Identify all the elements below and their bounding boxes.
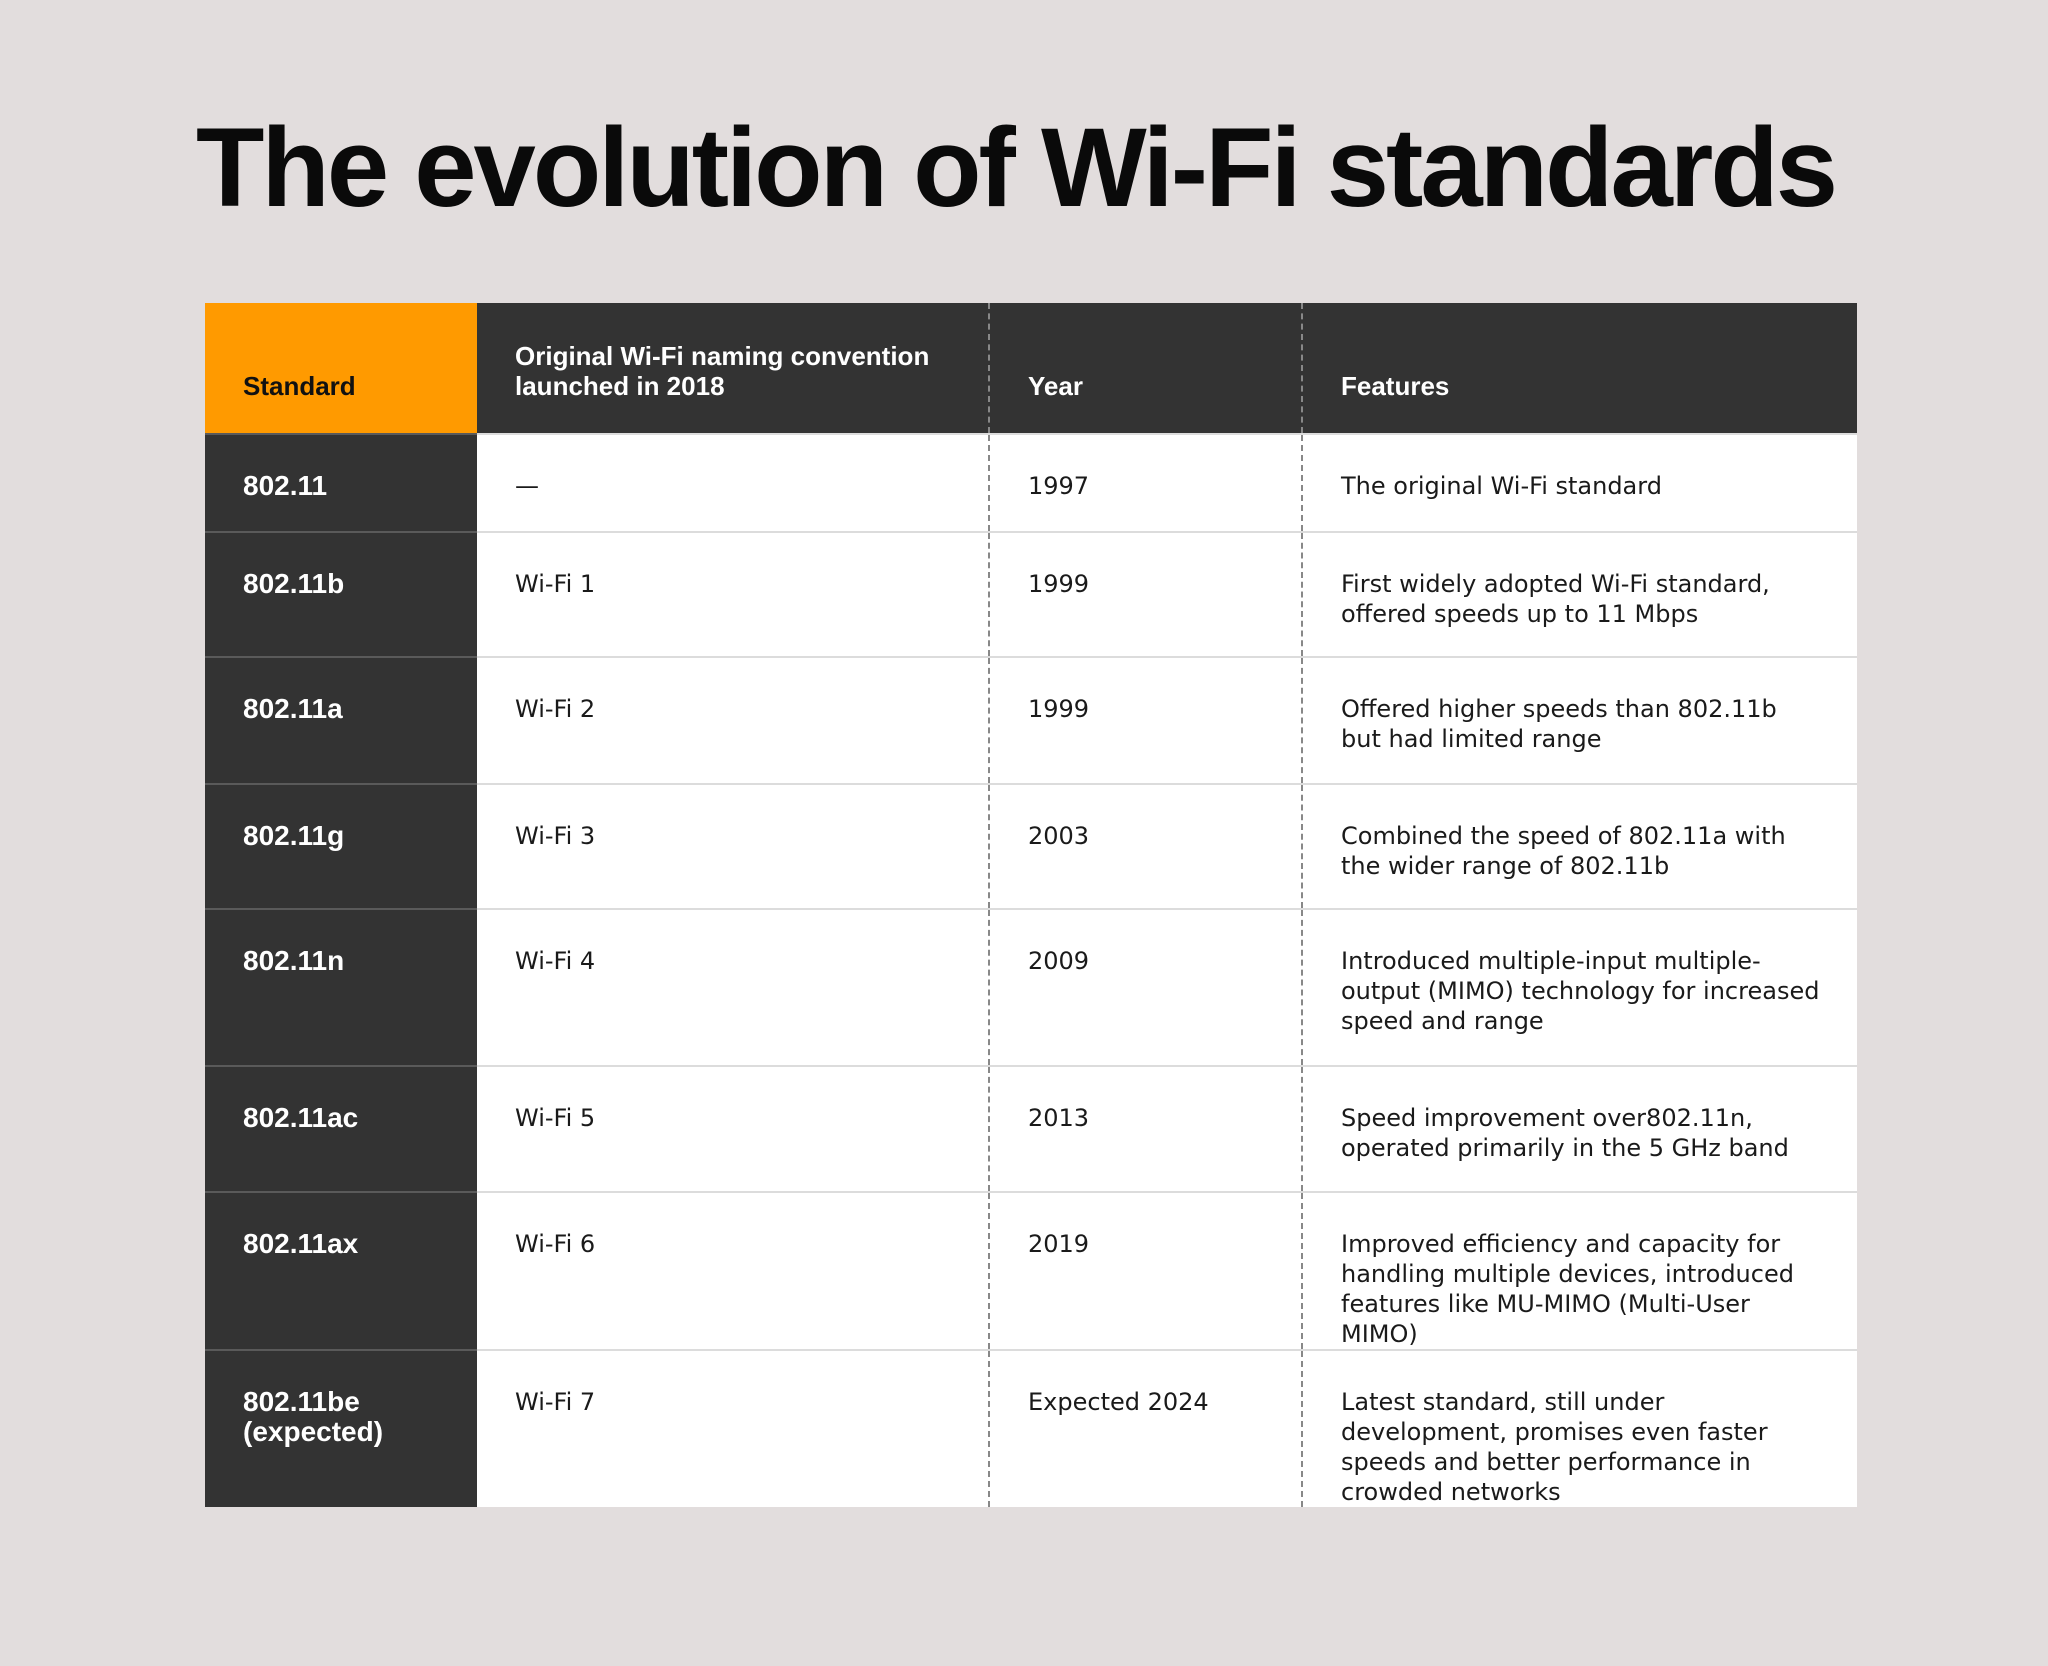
table-cell: 2013 <box>988 1065 1302 1192</box>
table-row: 802.11a Wi-Fi 2 1999 Offered higher speeds … <box>205 656 1857 784</box>
table-row: 802.11b Wi-Fi 1 1999 First widely adopted W… <box>205 531 1857 657</box>
table-row: 802.11ax Wi-Fi 6 2019 Improved efficiency a… <box>205 1191 1857 1350</box>
table-cell: 2019 <box>988 1191 1302 1350</box>
table-cell: Improved efficiency and capacity for han… <box>1301 1191 1857 1350</box>
table-cell: 2003 <box>988 783 1302 909</box>
table-cell: Wi-Fi 2 <box>477 656 989 784</box>
standard-cell: 802.11ac <box>205 1065 477 1192</box>
table-cell: Combined the speed of 802.11a with the w… <box>1301 783 1857 909</box>
table-cell: Wi-Fi 1 <box>477 531 989 657</box>
title: The evolution of Wi-Fi standards <box>196 105 1838 230</box>
table-row: 802.11—1997 The original Wi-Fi standard <box>205 433 1857 532</box>
standard-cell: 802.11g <box>205 783 477 909</box>
table-cell: Wi-Fi 5 <box>477 1065 989 1192</box>
header-row: Standard Original Wi-Fi naming convention… <box>205 303 1857 434</box>
table-cell: Wi-Fi 4 <box>477 908 989 1066</box>
standard-cell: 802.11n <box>205 908 477 1066</box>
table-cell: The original Wi-Fi standard <box>1301 433 1857 532</box>
column-header: Features <box>1301 303 1857 434</box>
standards-table: Standard Original Wi-Fi naming convention… <box>205 303 1857 1507</box>
table-cell: 1999 <box>988 531 1302 657</box>
table-row: 802.11be (expected) Wi-Fi 7 Expected 2024 L… <box>205 1349 1857 1507</box>
table-cell: Introduced multiple-input multiple-outpu… <box>1301 908 1857 1066</box>
table-cell: Speed improvement over802.11n, operated … <box>1301 1065 1857 1192</box>
table-cell: 1997 <box>988 433 1302 532</box>
table-cell: — <box>477 433 989 532</box>
column-header: Year <box>988 303 1302 434</box>
column-header: Standard <box>205 303 477 434</box>
table-cell: Expected 2024 <box>988 1349 1302 1507</box>
standard-cell: 802.11be (expected) <box>205 1349 477 1507</box>
standard-cell: 802.11ax <box>205 1191 477 1350</box>
standard-cell: 802.11a <box>205 656 477 784</box>
standard-cell: 802.11 <box>205 433 477 532</box>
table-cell: 1999 <box>988 656 1302 784</box>
table-cell: Latest standard, still under development… <box>1301 1349 1857 1507</box>
table-row: 802.11n Wi-Fi 4 2009 Introduced multiple-in… <box>205 908 1857 1066</box>
column-header: Original Wi-Fi naming convention launche… <box>477 303 989 434</box>
table-cell: 2009 <box>988 908 1302 1066</box>
table-row: 802.11ac Wi-Fi 5 2013 Speed improvement ove… <box>205 1065 1857 1192</box>
table-cell: Wi-Fi 3 <box>477 783 989 909</box>
table-cell: Offered higher speeds than 802.11b but h… <box>1301 656 1857 784</box>
standard-cell: 802.11b <box>205 531 477 657</box>
table-cell: First widely adopted Wi-Fi standard, off… <box>1301 531 1857 657</box>
table-row: 802.11g Wi-Fi 3 2003 Combined the speed of … <box>205 783 1857 909</box>
table-cell: Wi-Fi 7 <box>477 1349 989 1507</box>
table-cell: Wi-Fi 6 <box>477 1191 989 1350</box>
